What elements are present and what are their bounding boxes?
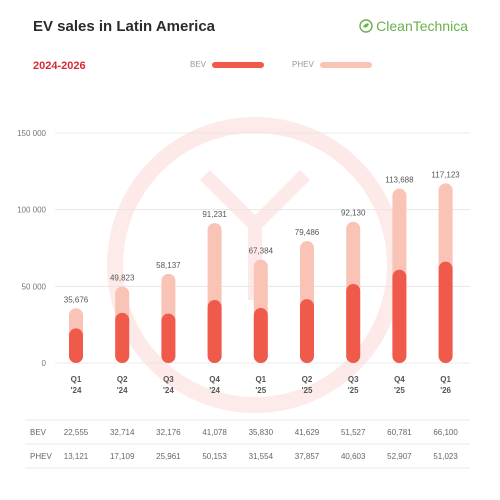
x-tick-label: Q3'25: [348, 375, 359, 395]
x-tick-label: Q1'26: [440, 375, 451, 395]
x-tick-label: Q3'24: [163, 375, 174, 395]
x-tick-label: Q4'24: [209, 375, 220, 395]
legend-phev-label: PHEV: [292, 60, 314, 69]
x-tick-label: Q2'25: [302, 375, 313, 395]
total-label: 58,137: [156, 261, 181, 270]
table-cell: 32,176: [156, 428, 181, 437]
chart-title: EV sales in Latin America: [33, 18, 216, 35]
bar-bev: [207, 300, 222, 363]
table-cell: 51,023: [433, 452, 458, 461]
table-cell: 32,714: [110, 428, 135, 437]
table-cell: 37,857: [295, 452, 320, 461]
bar-bev: [300, 299, 314, 363]
total-label: 67,384: [249, 247, 274, 256]
bar-bev: [161, 313, 176, 363]
table-cell: 13,121: [64, 452, 89, 461]
bar-bev: [253, 308, 268, 363]
legend-bev-label: BEV: [190, 60, 207, 69]
bar-bev: [115, 312, 130, 363]
legend-bev-swatch: [212, 61, 265, 68]
brand-logo: CleanTechnica: [359, 18, 468, 34]
table-cell: 31,554: [249, 452, 274, 461]
brand-name: CleanTechnica: [376, 18, 468, 34]
total-label: 113,688: [385, 176, 414, 185]
y-tick-label: 100 000: [17, 206, 46, 215]
total-label: 79,486: [295, 228, 320, 237]
bar-bev: [438, 261, 453, 363]
table-cell: 41,629: [295, 428, 320, 437]
table-cell: 51,527: [341, 428, 366, 437]
table-cell: 35,830: [249, 428, 274, 437]
table-cell: 41,078: [202, 428, 227, 437]
x-tick-label: Q1'24: [71, 375, 82, 395]
table-cell: 17,109: [110, 452, 135, 461]
table-cell: 52,907: [387, 452, 412, 461]
table-row-label: PHEV: [30, 452, 52, 461]
legend-phev-swatch: [319, 61, 372, 68]
total-label: 92,130: [341, 209, 366, 218]
table-cell: 60,781: [387, 428, 412, 437]
total-label: 91,231: [202, 210, 227, 219]
bar-bev: [346, 283, 361, 363]
legend-phev: PHEV: [292, 60, 372, 69]
total-label: 35,676: [64, 295, 89, 304]
total-label: 49,823: [110, 274, 135, 283]
leaf-icon: [359, 19, 373, 33]
total-label: 117,123: [431, 170, 460, 179]
legend-bev: BEV: [190, 60, 265, 69]
chart-subtitle: 2024-2026: [33, 60, 86, 72]
y-tick-label: 50 000: [22, 282, 47, 291]
table-row-label: BEV: [30, 428, 47, 437]
y-tick-label: 150 000: [17, 129, 46, 138]
x-tick-label: Q2'24: [117, 375, 128, 395]
x-tick-label: Q4'25: [394, 375, 405, 395]
table-cell: 25,961: [156, 452, 181, 461]
table-cell: 50,153: [202, 452, 227, 461]
bar-bev: [392, 269, 407, 363]
bar-bev: [69, 328, 83, 363]
table-cell: 66,100: [433, 428, 458, 437]
y-tick-label: 0: [42, 359, 47, 368]
table-cell: 22,555: [64, 428, 89, 437]
table-cell: 40,603: [341, 452, 366, 461]
x-tick-label: Q1'25: [255, 375, 266, 395]
